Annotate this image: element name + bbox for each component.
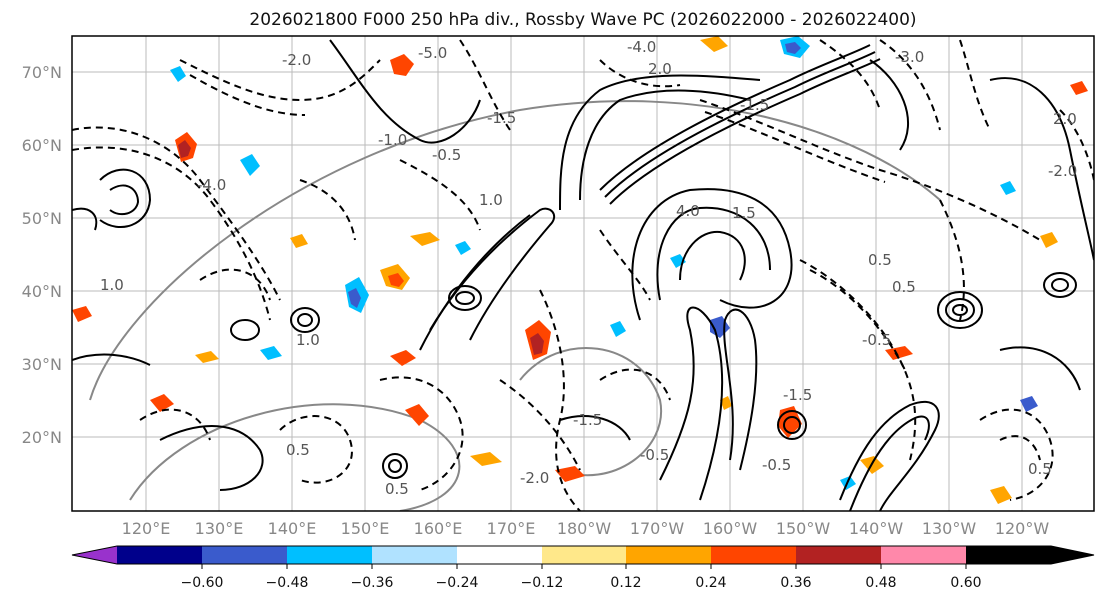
lon-label: 130°W [922,519,977,538]
lon-label: 180°W [557,519,612,538]
lon-label: 140°W [849,519,904,538]
contour-label: 0.5 [892,278,916,296]
lon-label: 120°W [995,519,1050,538]
colorbar-segment [287,546,372,564]
figure-title: 2026021800 F000 250 hPa div., Rossby Wav… [249,10,916,30]
colorbar-tick-label: −0.36 [351,575,394,591]
contour-label: 1.0 [296,331,320,349]
colorbar-segment [711,546,796,564]
lon-label: 150°E [341,519,390,538]
colorbar-tick-label: 0.60 [950,575,981,591]
lat-label: 20°N [22,428,62,447]
lat-label: 30°N [22,355,62,374]
contour-label: -1.0 [378,131,407,149]
contour-label: -2.0 [1048,162,1077,180]
lon-label: 150°W [776,519,831,538]
map-frame [71,35,1095,512]
positive-contours [72,39,1094,511]
colorbar-tick-label: −0.24 [436,575,479,591]
lat-label: 50°N [22,209,62,228]
colorbar-extend-high [966,546,1094,564]
colorbar-tick-label: 0.48 [865,575,896,591]
lon-label: 170°W [630,519,685,538]
colorbar-segment [117,546,202,564]
contour-label: -0.5 [762,456,791,474]
colorbar-tick-label: 0.36 [780,575,811,591]
lat-label: 70°N [22,63,62,82]
colorbar-extend-low [72,546,117,564]
contour-label: -2.0 [282,51,311,69]
contour-label: -1.5 [487,109,516,127]
contour-label: 1.0 [479,191,503,209]
lat-label: 40°N [22,282,62,301]
contour-label: -0.5 [432,146,461,164]
contour-label: -0.5 [862,331,891,349]
colorbar-tick-label: 0.12 [610,575,641,591]
contour-label: -2.0 [520,469,549,487]
contour-label: 0.5 [286,441,310,459]
contour-label: -5.0 [418,44,447,62]
colorbar-tick-label: −0.48 [266,575,309,591]
colorbar-tick-label: −0.60 [181,575,224,591]
contour-label: 2.0 [648,60,672,78]
longitude-labels: 120°E 130°E 140°E 150°E 160°E 170°E 180°… [122,519,1050,538]
lon-label: 130°E [195,519,244,538]
contour-label: -0.5 [640,446,669,464]
colorbar-segment [542,546,626,564]
lon-label: 120°E [122,519,171,538]
colorbar-outline [71,545,1095,565]
contour-label: 0.5 [385,480,409,498]
contour-label: 1.0 [100,276,124,294]
contour-label: -1.5 [783,386,812,404]
contour-label: 2.0 [1053,110,1077,128]
contour-label: 1.5 [732,204,756,222]
contour-label: 0.5 [868,251,892,269]
divergence-shading [72,36,1088,504]
map-background [72,36,1094,511]
colorbar-segment [457,546,542,564]
colorbar-segment [202,546,287,564]
lon-label: 170°E [487,519,536,538]
colorbar-segment [626,546,711,564]
colorbar-tick-label: −0.12 [521,575,564,591]
colorbar-segment [796,546,881,564]
contour-label: -3.0 [895,48,924,66]
colorbar-tick-label: 0.24 [695,575,726,591]
colorbar: −0.60 −0.48 −0.36 −0.24 −0.12 0.12 0.24 … [71,545,1095,591]
contour-label: -1.5 [573,411,602,429]
lat-label: 60°N [22,136,62,155]
lon-label: 160°W [703,519,758,538]
contour-label: -4.0 [627,38,656,56]
contour-labels: -5.0 -4.0 2.0 -3.0 2.0 -1.5 -1.0 1.0 -0.… [100,38,1077,498]
map-content [72,36,1094,511]
contour-label: -1.5 [740,96,769,114]
latitude-labels: 70°N 60°N 50°N 40°N 30°N 20°N [22,63,62,447]
colorbar-segment [372,546,457,564]
negative-contours [72,39,1094,511]
rossby-wave-pc-contours [89,100,941,511]
lon-label: 160°E [414,519,463,538]
contour-label: 0.5 [1028,460,1052,478]
contour-label: -4.0 [197,176,226,194]
contour-label: 4.0 [676,202,700,220]
colorbar-segment [881,546,966,564]
lon-label: 140°E [268,519,317,538]
